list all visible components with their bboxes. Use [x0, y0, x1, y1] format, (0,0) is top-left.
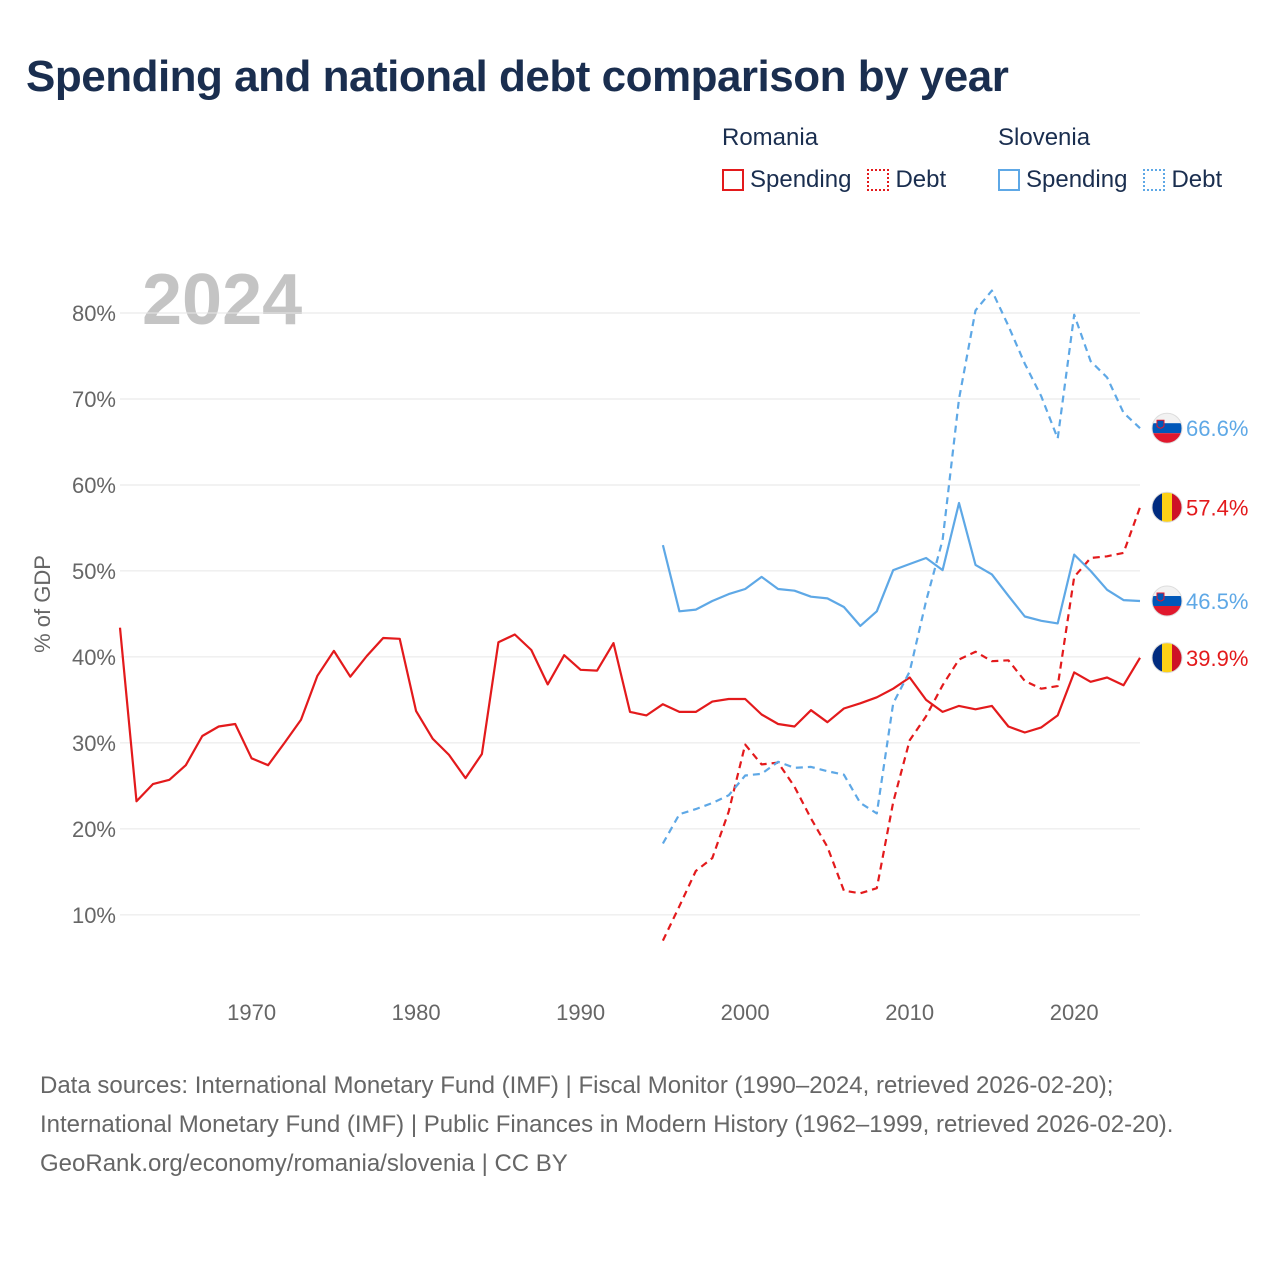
- legend-item-label: Spending: [750, 166, 852, 193]
- y-tick-label: 10%: [72, 903, 116, 928]
- slovenia-flag-icon: [1151, 585, 1183, 617]
- credit-link[interactable]: GeoRank.org/economy/romania/slovenia | C…: [40, 1150, 568, 1177]
- y-tick-label: 50%: [72, 559, 116, 584]
- legend-item-label: Debt: [895, 166, 947, 193]
- end-value-label: 46.5%: [1186, 589, 1248, 614]
- solid-swatch-icon: [722, 169, 744, 191]
- legend-item-slovenia-spending[interactable]: Spending: [998, 166, 1127, 194]
- series-line-slovenia-spending[interactable]: [661, 501, 1141, 628]
- legend-item-romania-debt[interactable]: Debt: [867, 166, 946, 194]
- legend-item-label: Spending: [1026, 166, 1128, 193]
- year-label: 2024: [142, 260, 302, 340]
- x-tick-label: 2020: [1050, 1000, 1099, 1025]
- end-value-label: 57.4%: [1186, 495, 1248, 520]
- legend-group-name: Romania: [722, 124, 819, 151]
- footer: Data sources: International Monetary Fun…: [40, 1066, 1240, 1183]
- legend-group-slovenia: Slovenia Spending Debt: [998, 124, 1238, 194]
- legend-item-slovenia-debt[interactable]: Debt: [1143, 166, 1222, 194]
- y-axis-title: % of GDP: [30, 555, 55, 653]
- x-tick-label: 2000: [721, 1000, 770, 1025]
- series-line-romania-spending[interactable]: [118, 627, 1141, 803]
- y-tick-label: 60%: [72, 473, 116, 498]
- legend-item-label: Debt: [1171, 166, 1223, 193]
- slovenia-flag-icon: [1151, 412, 1183, 444]
- line-chart: 2024 % of GDP 10% 20% 30% 40% 50% 60% 70% 80% 19…: [30, 260, 1248, 1025]
- dotted-swatch-icon: [867, 169, 890, 191]
- x-tick-label: 1980: [392, 1000, 441, 1025]
- romania-flag-icon: [1151, 642, 1183, 674]
- end-value-label: 66.6%: [1186, 416, 1248, 441]
- x-tick-label: 1990: [556, 1000, 605, 1025]
- legend-item-romania-spending[interactable]: Spending: [722, 166, 851, 194]
- series-line-romania-debt[interactable]: [661, 506, 1142, 942]
- y-tick-label: 70%: [72, 387, 116, 412]
- legend-group-romania: Romania Spending Debt: [722, 124, 962, 194]
- x-tick-label: 2010: [885, 1000, 934, 1025]
- y-tick-label: 30%: [72, 731, 116, 756]
- y-tick-label: 40%: [72, 645, 116, 670]
- dotted-swatch-icon: [1143, 169, 1166, 191]
- series-line-slovenia-debt[interactable]: [661, 289, 1141, 845]
- x-tick-label: 1970: [227, 1000, 276, 1025]
- y-tick-label: 20%: [72, 817, 116, 842]
- y-tick-label: 80%: [72, 301, 116, 326]
- romania-flag-icon: [1151, 491, 1183, 523]
- data-sources: Data sources: International Monetary Fun…: [40, 1072, 1174, 1138]
- chart-title: Spending and national debt comparison by…: [26, 52, 1009, 101]
- legend-group-name: Slovenia: [998, 124, 1091, 151]
- end-value-label: 39.9%: [1186, 646, 1248, 671]
- solid-swatch-icon: [998, 169, 1020, 191]
